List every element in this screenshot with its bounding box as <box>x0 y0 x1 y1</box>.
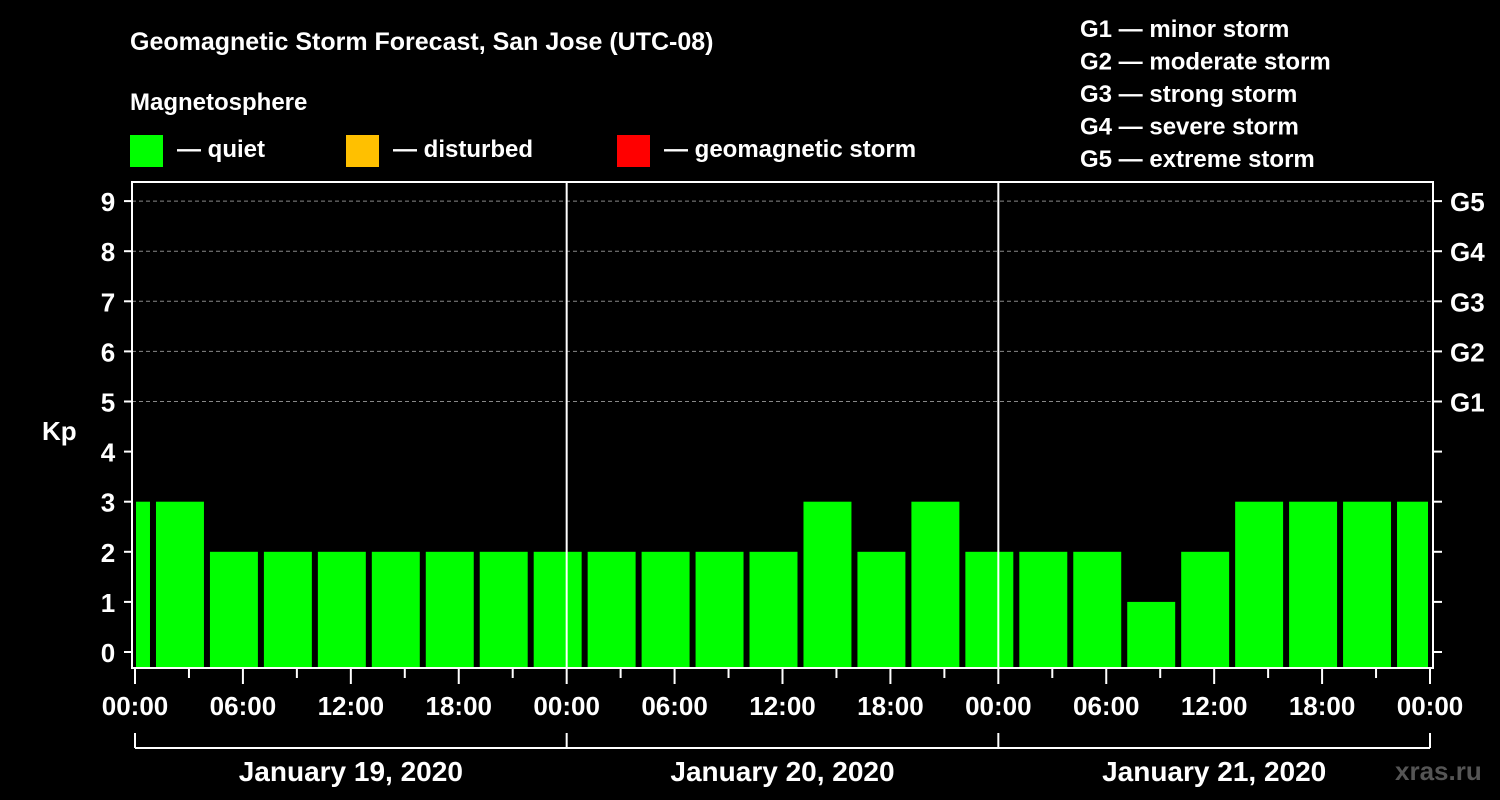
kp-bar <box>1127 601 1176 667</box>
x-tick-label: 00:00 <box>533 691 600 721</box>
kp-bar <box>136 501 150 667</box>
y-tick-label: 2 <box>101 538 115 568</box>
g-scale-item: G1 — minor storm <box>1080 16 1289 43</box>
legend: — quiet — disturbed — geomagnetic storm <box>130 135 916 167</box>
kp-bar <box>155 501 204 667</box>
kp-bar <box>1397 501 1428 667</box>
watermark: xras.ru <box>1395 756 1482 786</box>
kp-bar <box>1235 501 1284 667</box>
g-scale-item: G4 — severe storm <box>1080 114 1299 141</box>
x-tick-label: 12:00 <box>749 691 816 721</box>
kp-bar <box>317 551 366 667</box>
kp-bar <box>209 551 258 667</box>
g-level-label: G1 <box>1450 388 1485 418</box>
kp-bar <box>965 551 1014 667</box>
y-tick-label: 9 <box>101 187 115 217</box>
chart-title: Geomagnetic Storm Forecast, San Jose (UT… <box>130 28 713 56</box>
g-level-label: G3 <box>1450 287 1485 317</box>
kp-bar <box>1289 501 1338 667</box>
kp-bar <box>911 501 960 667</box>
y-tick-label: 0 <box>101 638 115 668</box>
x-tick-label: 12:00 <box>1181 691 1248 721</box>
x-tick-label: 00:00 <box>102 691 169 721</box>
g-scale-item: G5 — extreme storm <box>1080 146 1315 173</box>
y-tick-label: 3 <box>101 488 115 518</box>
kp-bar <box>641 551 690 667</box>
y-tick-label: 5 <box>101 388 115 418</box>
date-label: January 20, 2020 <box>670 756 894 787</box>
g-scale-item: G2 — moderate storm <box>1080 49 1331 76</box>
x-tick-label: 00:00 <box>965 691 1032 721</box>
g-scale-item: G3 — strong storm <box>1080 81 1297 108</box>
y-tick-label: 7 <box>101 287 115 317</box>
kp-bar <box>803 501 852 667</box>
y-axis-label: Kp <box>42 416 77 446</box>
g-level-label: G2 <box>1450 337 1485 367</box>
x-tick-label: 12:00 <box>318 691 385 721</box>
y-tick-label: 1 <box>101 588 115 618</box>
g-level-label: G4 <box>1450 237 1485 267</box>
legend-title: Magnetosphere <box>130 89 307 116</box>
g-level-label: G5 <box>1450 187 1485 217</box>
kp-bar <box>695 551 744 667</box>
kp-bar <box>263 551 312 667</box>
kp-bar <box>1343 501 1392 667</box>
legend-swatch <box>346 135 379 167</box>
kp-bar <box>857 551 906 667</box>
x-tick-label: 18:00 <box>857 691 924 721</box>
legend-label: — disturbed <box>393 136 533 163</box>
plot-area: 0 1 2 3 4 5 6 7 8 9 G1 G2 G3 G4 G5 00:00 06:00 12:00 18:00… <box>101 181 1485 787</box>
date-label: January 19, 2020 <box>239 756 463 787</box>
x-tick-label: 18:00 <box>1289 691 1356 721</box>
legend-label: — geomagnetic storm <box>664 136 916 163</box>
x-tick-label: 06:00 <box>641 691 708 721</box>
y-tick-label: 6 <box>101 337 115 367</box>
kp-bar <box>587 551 636 667</box>
legend-label: — quiet <box>177 136 265 163</box>
kp-bar <box>371 551 420 667</box>
kp-bar <box>1073 551 1122 667</box>
g-scale-legend: G1 — minor storm G2 — moderate storm G3 — … <box>1080 16 1331 173</box>
x-tick-label: 06:00 <box>210 691 277 721</box>
kp-bar <box>1019 551 1068 667</box>
kp-bar <box>1181 551 1230 667</box>
kp-bar <box>479 551 528 667</box>
kp-bar <box>749 551 798 667</box>
legend-swatch <box>130 135 163 167</box>
x-tick-label: 00:00 <box>1397 691 1464 721</box>
kp-bar <box>425 551 474 667</box>
x-tick-label: 06:00 <box>1073 691 1140 721</box>
y-tick-label: 4 <box>101 438 116 468</box>
y-tick-label: 8 <box>101 237 115 267</box>
kp-bar <box>533 551 582 667</box>
date-label: January 21, 2020 <box>1102 756 1326 787</box>
x-tick-label: 18:00 <box>426 691 493 721</box>
legend-swatch <box>617 135 650 167</box>
